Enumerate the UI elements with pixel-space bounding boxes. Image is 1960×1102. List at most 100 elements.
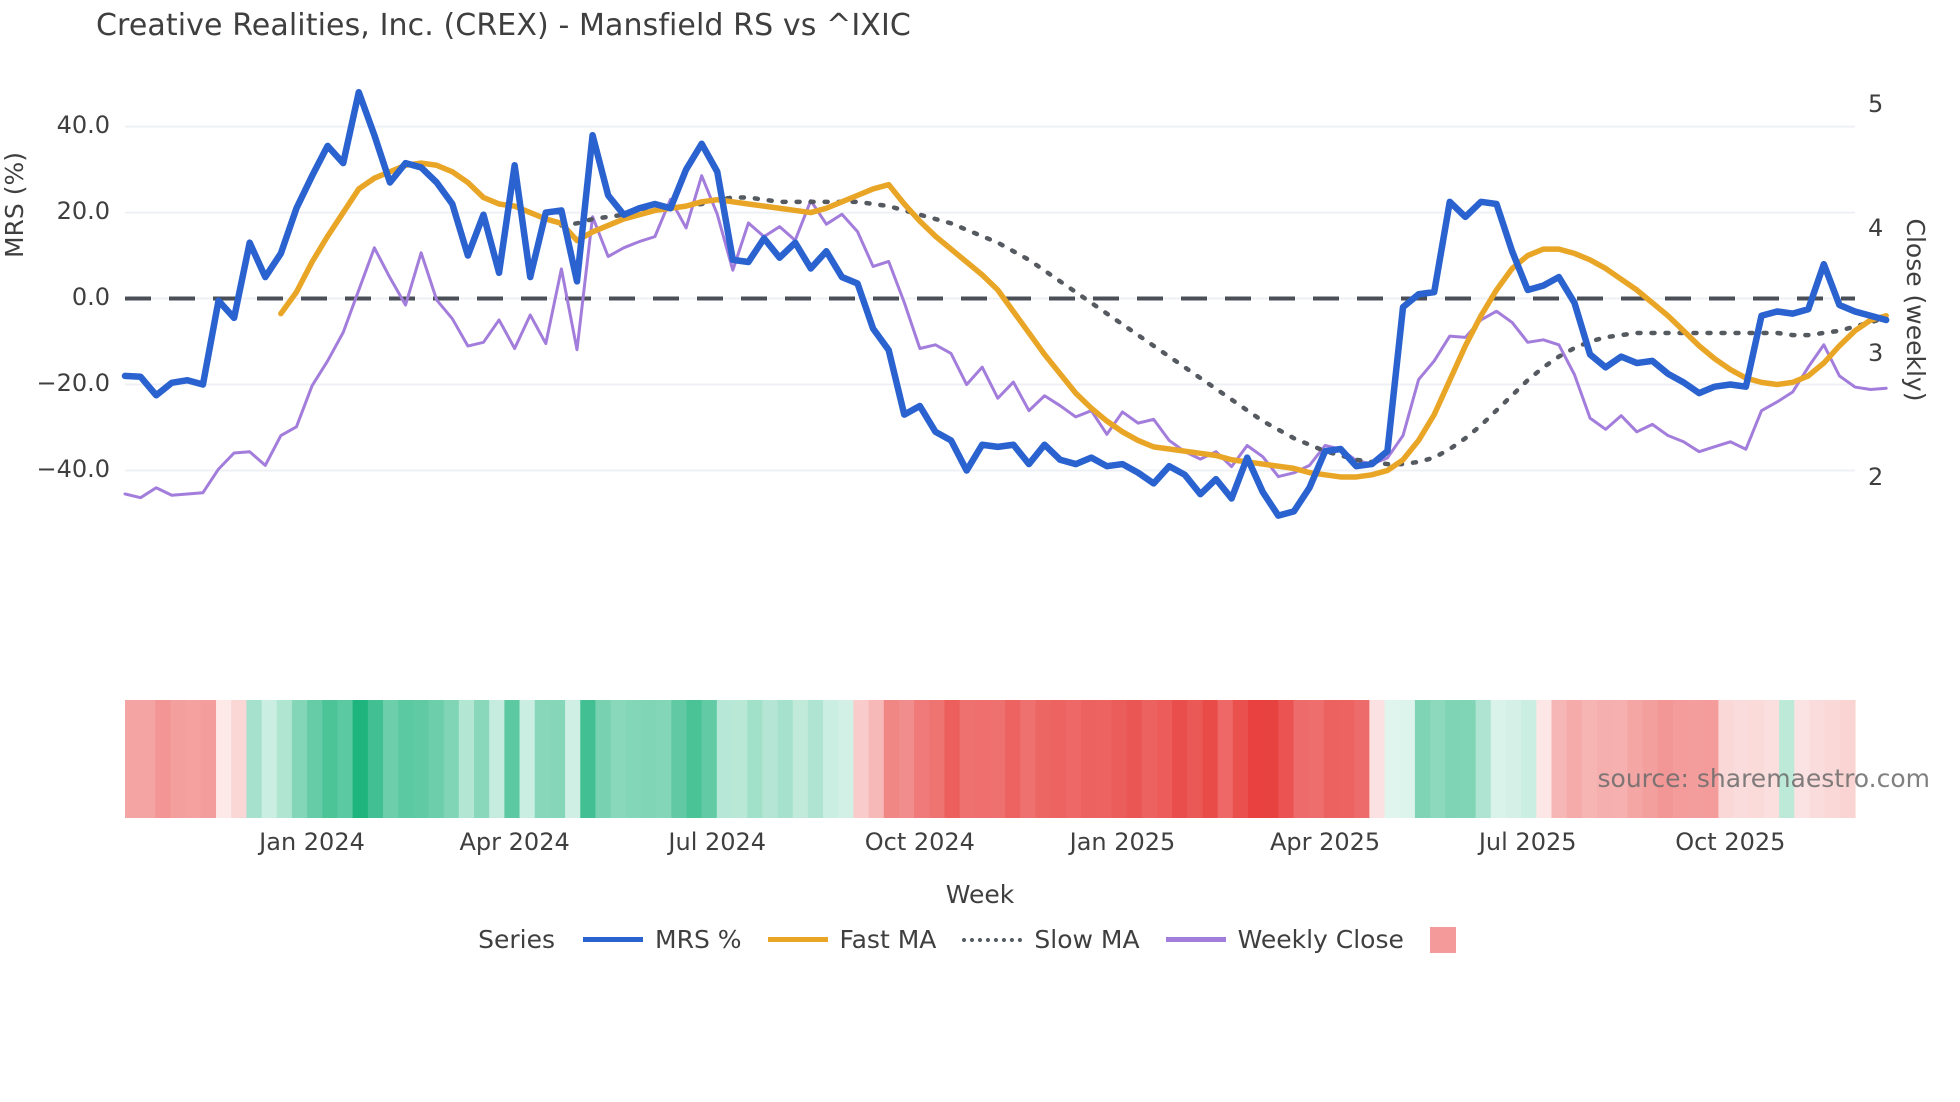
heatmap-band	[732, 700, 748, 818]
heatmap-band	[1688, 700, 1704, 818]
heatmap-band	[1156, 700, 1173, 818]
x-axis-label: Week	[945, 880, 1015, 909]
legend-item-label: MRS %	[655, 925, 742, 954]
heatmap-band	[170, 700, 187, 818]
heatmap-band	[1232, 700, 1249, 818]
heatmap-band	[1323, 700, 1340, 818]
heatmap-band	[595, 700, 612, 818]
heatmap-band	[1020, 700, 1037, 818]
heatmap-band	[640, 700, 657, 818]
heatmap-band	[990, 700, 1006, 818]
heatmap-band	[140, 700, 156, 818]
y-tick-left: 40.0	[56, 110, 110, 139]
heatmap-band	[838, 700, 855, 818]
heatmap-band	[1581, 700, 1598, 818]
heatmap-band	[1339, 700, 1355, 818]
y-tick-left: −20.0	[36, 368, 110, 397]
heatmap-band	[868, 700, 885, 818]
heatmap-band	[701, 700, 718, 818]
y-tick-right: 2	[1868, 463, 1884, 492]
heatmap-band	[656, 700, 672, 818]
heatmap-band	[1612, 700, 1628, 818]
heatmap-band	[1141, 700, 1158, 818]
heatmap-band	[1263, 700, 1279, 818]
heatmap-band	[231, 700, 248, 818]
heatmap-band	[185, 700, 202, 818]
heatmap-band	[1763, 700, 1780, 818]
heatmap-band	[1005, 700, 1021, 818]
heatmap-band	[1672, 700, 1689, 818]
series-line-weekly-close	[123, 174, 1888, 500]
heatmap-band	[1475, 700, 1492, 818]
heatmap-band	[1657, 700, 1674, 818]
series-line-fast-ma	[278, 160, 1889, 480]
heatmap-band	[1247, 700, 1264, 818]
heatmap-band	[458, 700, 475, 818]
heatmap-band	[777, 700, 794, 818]
legend-item[interactable]	[1429, 926, 1456, 953]
x-tick: Jan 2025	[1069, 828, 1176, 856]
heatmap-band	[671, 700, 688, 818]
heatmap-band	[1293, 700, 1310, 818]
y-tick-left: 0.0	[71, 282, 110, 311]
heatmap-band	[883, 700, 900, 818]
heatmap-band	[1096, 700, 1113, 818]
heatmap-band	[1794, 700, 1811, 818]
heatmap-band	[1384, 700, 1401, 818]
heatmap-band	[1839, 700, 1856, 818]
heatmap-band	[1536, 700, 1553, 818]
heatmap-band	[216, 700, 232, 818]
heatmap-band	[1490, 700, 1507, 818]
source-watermark: source: sharemaestro.com	[1597, 764, 1931, 793]
heatmap-band	[1551, 700, 1568, 818]
heatmap-band	[1354, 700, 1370, 818]
legend-item[interactable]: Fast MA	[767, 925, 936, 954]
heatmap-band	[1460, 700, 1477, 818]
series-line-mrs	[121, 88, 1890, 519]
y-tick-right: 4	[1868, 214, 1884, 243]
heatmap-band	[322, 700, 339, 818]
x-tick: Jan 2024	[259, 828, 365, 856]
heatmap-band	[489, 700, 505, 818]
heatmap-band	[823, 700, 839, 818]
heatmap-band	[625, 700, 642, 818]
heatmap-band	[914, 700, 930, 818]
y-tick-right: 5	[1868, 90, 1884, 119]
legend-item-label: Slow MA	[1034, 925, 1140, 954]
heatmap-band	[898, 700, 915, 818]
heatmap-band	[1748, 700, 1765, 818]
heatmap-band	[974, 700, 991, 818]
legend-item[interactable]: Weekly Close	[1165, 925, 1404, 954]
heatmap-band	[716, 700, 733, 818]
chart-legend: Series MRS % Fast MA Slow MA Weekly Close	[0, 925, 1960, 954]
heatmap-band	[428, 700, 445, 818]
heatmap-band	[1505, 700, 1522, 818]
legend-item[interactable]: MRS %	[583, 925, 742, 954]
heatmap-band	[1369, 700, 1386, 818]
heatmap-band	[1217, 700, 1234, 818]
heatmap-band	[534, 700, 551, 818]
heatmap-band	[959, 700, 976, 818]
series-line-slow-ma	[559, 195, 1889, 467]
heatmap-band	[1445, 700, 1462, 818]
y-tick-left: −40.0	[36, 454, 110, 483]
heatmap-band	[413, 700, 430, 818]
x-tick: Apr 2025	[1269, 828, 1381, 856]
heatmap-band	[1733, 700, 1750, 818]
legend-item-label: Weekly Close	[1237, 925, 1404, 954]
heatmap-band	[549, 700, 566, 818]
heatmap-band	[261, 700, 278, 818]
heatmap-band	[200, 700, 217, 818]
heatmap-band	[1430, 700, 1446, 818]
heatmap-band	[125, 700, 141, 818]
legend-title: Series	[478, 925, 556, 954]
heatmap-band	[1065, 700, 1082, 818]
heatmap-band	[1718, 700, 1735, 818]
heatmap-band	[1081, 700, 1097, 818]
heatmap-band	[337, 700, 354, 818]
legend-swatch-regime-box	[1429, 926, 1456, 953]
legend-item[interactable]: Slow MA	[962, 925, 1140, 954]
heatmap-band	[1050, 700, 1067, 818]
